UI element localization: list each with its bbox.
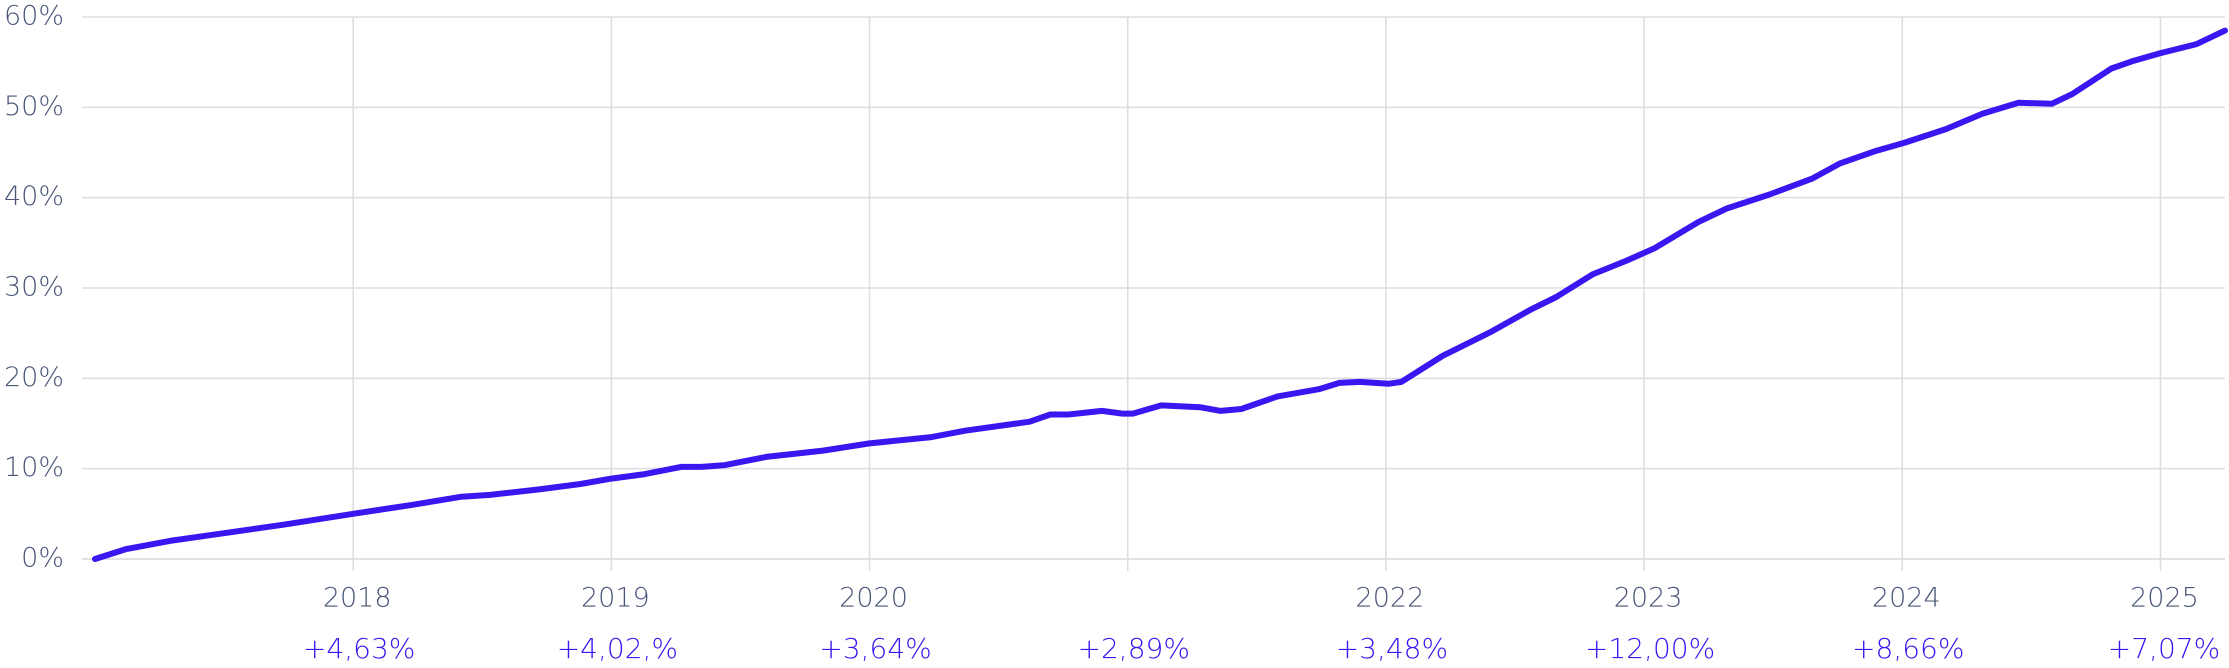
x-tick-label: 2019 <box>581 583 650 614</box>
y-tick-label: 30% <box>4 272 64 303</box>
x-tick-label: 2020 <box>839 583 908 614</box>
x-tick-label: 2018 <box>323 583 392 614</box>
annual-change: +4,63% <box>303 632 415 665</box>
annual-change: +2,89% <box>1078 632 1190 665</box>
y-tick-label: 10% <box>4 452 64 483</box>
annual-change: +12,00% <box>1585 632 1715 665</box>
data-line <box>92 27 2228 562</box>
annual-change: +3,48% <box>1336 632 1448 665</box>
annual-change: +3,64% <box>819 632 931 665</box>
y-tick-label: 0% <box>21 543 64 574</box>
y-tick-label: 40% <box>4 181 64 212</box>
x-tick-label: 2022 <box>1356 583 1425 614</box>
x-tick-label: 2024 <box>1872 583 1941 614</box>
y-tick-label: 20% <box>4 362 64 393</box>
y-tick-label: 50% <box>4 91 64 122</box>
x-tick-label: 2025 <box>2130 583 2199 614</box>
annual-change: +8,66% <box>1852 632 1964 665</box>
annual-change: +4,02,% <box>557 632 678 665</box>
annual-change: +7,07% <box>2108 632 2220 665</box>
x-tick-label: 2023 <box>1614 583 1683 614</box>
y-tick-label: 60% <box>4 1 64 32</box>
